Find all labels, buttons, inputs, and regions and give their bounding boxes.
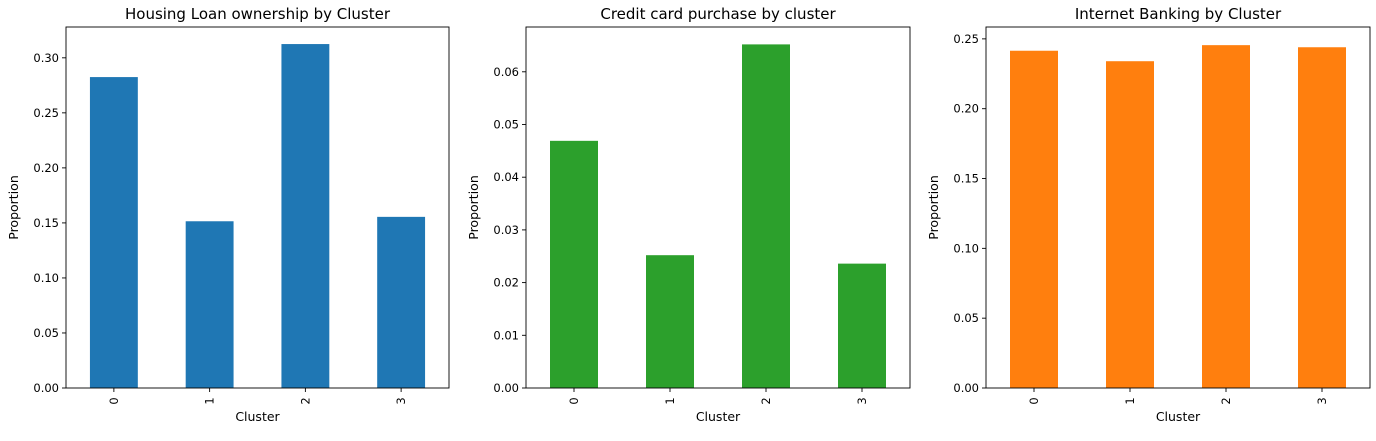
x-tick-label: 0 [1027,397,1041,404]
y-tick-label: 0.03 [493,223,519,237]
bar-cluster-0 [89,77,138,388]
x-tick-label: 3 [855,397,869,404]
axes-frame [525,26,911,389]
chart-title: Internet Banking by Cluster [1075,5,1282,23]
bar-cluster-0 [1010,50,1058,389]
y-tick-label: 0.01 [493,328,519,342]
chart-title: Housing Loan ownership by Cluster [125,5,391,23]
bar-cluster-3 [377,216,426,388]
y-tick-label: 0.02 [493,276,519,290]
x-tick-label: 3 [1315,397,1329,404]
bar-cluster-2 [742,44,790,388]
y-axis-label: Proportion [466,175,481,240]
y-axis-label: Proportion [6,175,21,240]
x-tick-label: 0 [567,397,581,404]
bar-cluster-3 [838,263,886,388]
chart-panel-0: 0.00 0.05 0.10 0.15 0.20 0.25 0.30 0 1 2 3 Housing … [6,5,450,424]
chart-panel-1: 0.00 0.01 0.02 0.03 0.04 0.05 0.06 0 1 2 3 Credit c… [466,5,911,424]
x-tick-label: 1 [203,397,217,404]
y-tick-label: 0.25 [953,32,979,46]
x-tick-label: 1 [1123,397,1137,404]
x-tick-label: 2 [1219,397,1233,404]
y-tick-label: 0.10 [33,271,59,285]
x-tick-label: 0 [107,397,121,404]
y-tick-label: 0.25 [33,106,59,120]
y-axis-label: Proportion [926,175,941,240]
bar-cluster-2 [281,44,330,389]
y-tick-label: 0.05 [33,326,59,340]
axes-frame [65,26,450,389]
x-tick-label: 3 [394,397,408,404]
y-tick-label: 0.15 [33,216,59,230]
bar-cluster-3 [1298,47,1346,388]
y-tick-label: 0.00 [33,381,59,395]
bar-cluster-1 [646,255,694,388]
y-tick-label: 0.04 [493,170,519,184]
chart-title: Credit card purchase by cluster [600,5,836,23]
x-tick-label: 2 [759,397,773,404]
bar-cluster-0 [550,140,598,388]
y-tick-label: 0.15 [953,172,979,186]
y-tick-label: 0.10 [953,241,979,255]
y-tick-label: 0.20 [953,102,979,116]
bar-cluster-1 [185,221,234,388]
x-axis-label: Cluster [696,409,741,424]
x-axis-label: Cluster [1156,409,1201,424]
y-tick-label: 0.00 [493,381,519,395]
chart-panel-2: 0.00 0.05 0.10 0.15 0.20 0.25 0 1 2 3 Internet Ban… [926,5,1371,424]
y-tick-label: 0.05 [493,117,519,131]
axes-frame [985,26,1371,389]
y-tick-label: 0.00 [953,381,979,395]
x-axis-label: Cluster [235,409,280,424]
y-tick-label: 0.06 [493,65,519,79]
y-tick-label: 0.30 [33,51,59,65]
y-tick-label: 0.05 [953,311,979,325]
x-tick-label: 2 [298,397,312,404]
y-tick-label: 0.20 [33,161,59,175]
bar-cluster-1 [1106,61,1154,389]
bar-cluster-2 [1202,45,1250,389]
x-tick-label: 1 [663,397,677,404]
